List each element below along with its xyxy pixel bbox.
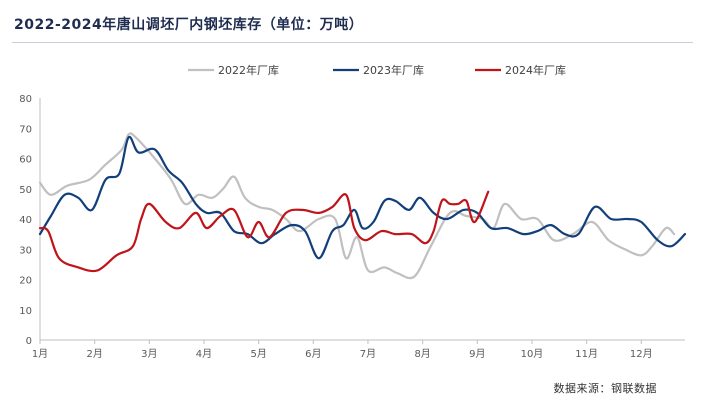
legend-label: 2024年厂库 [505, 63, 566, 77]
x-tick-label: 12月 [630, 348, 653, 360]
series-line-2 [38, 135, 687, 260]
y-tick-label: 10 [19, 306, 32, 317]
x-tick-label: 1月 [32, 348, 48, 360]
chart-title: 2022-2024年唐山调坯厂内钢坯库存（单位：万吨） [14, 17, 364, 33]
x-tick-label: 8月 [414, 348, 430, 360]
legend-label: 2023年厂库 [363, 63, 424, 77]
y-tick-label: 60 [19, 155, 32, 166]
series-line-3 [38, 190, 490, 273]
y-tick-label: 70 [19, 124, 32, 135]
data-source: 数据来源：钢联数据 [553, 382, 657, 395]
legend-label: 2022年厂库 [218, 63, 279, 77]
y-tick-label: 20 [19, 276, 32, 287]
x-tick-label: 7月 [360, 348, 376, 360]
y-tick-label: 50 [19, 185, 32, 196]
x-tick-label: 11月 [575, 348, 598, 360]
x-tick-label: 6月 [305, 348, 321, 360]
title-divider [12, 42, 693, 43]
x-tick-label: 10月 [521, 348, 544, 360]
y-tick-label: 40 [19, 215, 32, 226]
x-tick-label: 3月 [141, 348, 157, 360]
y-tick-label: 30 [19, 245, 32, 256]
y-tick-label: 80 [19, 94, 32, 105]
series-line-1 [38, 132, 676, 280]
x-tick-label: 2月 [86, 348, 102, 360]
x-tick-label: 9月 [469, 348, 485, 360]
y-tick-label: 0 [26, 336, 32, 347]
x-tick-label: 5月 [250, 348, 266, 360]
x-tick-label: 4月 [196, 348, 212, 360]
